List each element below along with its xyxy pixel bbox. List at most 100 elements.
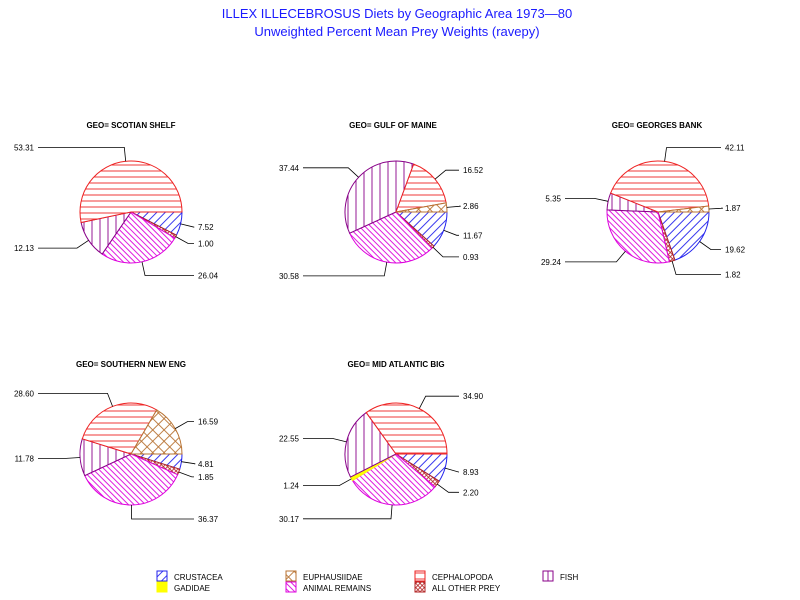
legend-item-all-other-prey: ALL OTHER PREY xyxy=(414,581,501,593)
slice-animal-remains xyxy=(348,211,433,264)
slice-label: 4.81 xyxy=(198,460,214,469)
legend-swatch xyxy=(285,570,297,582)
leader-line xyxy=(664,147,721,162)
legend-label: FISH xyxy=(560,573,578,582)
slice-label: 2.20 xyxy=(463,488,479,497)
slice-label: 30.58 xyxy=(279,272,300,281)
slice-label: 34.90 xyxy=(463,392,484,401)
slice-euphausiidae xyxy=(130,409,183,455)
leader-line xyxy=(38,146,127,162)
slice-animal-remains xyxy=(101,211,176,264)
legend-label: ANIMAL REMAINS xyxy=(303,584,371,593)
leader-line xyxy=(565,197,609,202)
slice-label: 1.82 xyxy=(725,271,741,280)
legend-label: GADIDAE xyxy=(174,584,210,593)
slice-label: 36.37 xyxy=(198,515,219,524)
pie-mid-atlantic-big: GEO= MID ATLANTIC BIG 8.93 2.20 30.17 1.24 22… xyxy=(279,360,484,524)
slice-euphausiidae xyxy=(395,202,448,213)
slice-label: 1.85 xyxy=(198,473,214,482)
slice-cephalopoda xyxy=(365,402,448,455)
leader-line xyxy=(699,241,721,251)
slice-label: 30.17 xyxy=(279,515,300,524)
slice-label: 5.35 xyxy=(545,194,561,203)
pie-title: GEO= GEORGES BANK xyxy=(612,121,703,130)
slice-cephalopoda xyxy=(609,160,710,213)
legend-swatch xyxy=(414,581,426,593)
pie-title: GEO= SCOTIAN SHELF xyxy=(86,121,175,130)
slice-fish xyxy=(344,160,415,234)
leader-line xyxy=(303,262,388,277)
slice-label: 19.62 xyxy=(725,246,746,255)
leader-line xyxy=(38,392,113,407)
slice-label: 2.86 xyxy=(463,202,479,211)
leader-line xyxy=(180,223,195,228)
slice-label: 11.78 xyxy=(15,454,35,463)
leader-line xyxy=(436,483,459,493)
leader-line xyxy=(303,478,352,487)
legend: CRUSTACEA EUPHAUSIIDAE CEPHALOPODA FISH GADI… xyxy=(156,570,578,593)
legend-swatch xyxy=(542,570,554,582)
slice-label: 53.31 xyxy=(14,143,35,152)
slice-label: 1.00 xyxy=(198,239,214,248)
leader-line xyxy=(444,467,459,473)
legend-label: CRUSTACEA xyxy=(174,573,223,582)
pie-title: GEO= MID ATLANTIC BIG xyxy=(347,360,444,369)
leader-line xyxy=(181,461,196,465)
legend-item-animal-remains: ANIMAL REMAINS xyxy=(285,581,371,593)
slice-label: 11.67 xyxy=(463,231,483,240)
leader-line xyxy=(418,395,459,409)
leader-line xyxy=(565,250,626,263)
leader-line xyxy=(434,169,459,180)
slice-label: 22.55 xyxy=(279,435,300,444)
legend-swatch xyxy=(156,581,168,593)
leader-line xyxy=(708,207,723,210)
legend-swatch xyxy=(156,570,168,582)
leader-line xyxy=(175,236,194,244)
legend-item-cephalopoda: CEPHALOPODA xyxy=(414,570,494,582)
leader-line xyxy=(141,261,194,276)
legend-item-gadidae: GADIDAE xyxy=(156,581,210,593)
leader-line xyxy=(671,260,721,275)
slice-label: 29.24 xyxy=(541,258,562,267)
leader-line xyxy=(432,246,459,258)
pie-scotian-shelf: GEO= SCOTIAN SHELF 7.52 1.00 26.04 12.13 53.3… xyxy=(14,121,219,281)
pie-title: GEO= SOUTHERN NEW ENG xyxy=(76,360,186,369)
slice-label: 0.93 xyxy=(463,253,479,262)
slice-fish xyxy=(344,411,397,478)
leader-line xyxy=(446,205,461,208)
leader-line xyxy=(38,457,81,459)
leader-line xyxy=(178,471,194,478)
legend-item-euphausiidae: EUPHAUSIIDAE xyxy=(285,570,363,582)
slice-label: 28.60 xyxy=(14,389,35,398)
leader-line xyxy=(38,239,89,249)
slice-animal-remains xyxy=(351,453,436,506)
legend-swatch xyxy=(285,581,297,593)
leader-line xyxy=(443,229,459,236)
slice-label: 1.87 xyxy=(725,204,741,213)
slice-label: 12.13 xyxy=(14,244,35,253)
legend-item-fish: FISH xyxy=(542,570,578,582)
slice-label: 1.24 xyxy=(283,482,299,491)
legend-swatch xyxy=(414,570,426,582)
pie-gulf-of-maine: GEO= GULF OF MAINE 11.67 0.93 30.58 37.44 16.… xyxy=(279,121,484,281)
pie-southern-new-eng: GEO= SOUTHERN NEW ENG 4.81 1.85 36.37 11.78 2… xyxy=(14,360,219,524)
leader-line xyxy=(131,504,194,520)
slice-label: 8.93 xyxy=(463,468,479,477)
leader-line xyxy=(303,167,359,178)
slice-label: 16.59 xyxy=(198,418,219,427)
leader-line xyxy=(303,504,393,520)
legend-label: EUPHAUSIIDAE xyxy=(303,573,363,582)
slice-cephalopoda xyxy=(79,160,183,224)
slice-label: 42.11 xyxy=(725,144,745,153)
legend-label: ALL OTHER PREY xyxy=(432,584,501,593)
pie-title: GEO= GULF OF MAINE xyxy=(349,121,437,130)
slice-cephalopoda xyxy=(395,163,447,213)
leader-line xyxy=(175,421,194,429)
legend-label: CEPHALOPODA xyxy=(432,573,494,582)
pie-georges-bank: GEO= GEORGES BANK 19.62 1.82 29.24 5.35 42.11… xyxy=(541,121,746,280)
slice-label: 37.44 xyxy=(279,164,300,173)
slice-label: 26.04 xyxy=(198,272,219,281)
leader-line xyxy=(303,438,347,443)
slice-label: 16.52 xyxy=(463,166,484,175)
